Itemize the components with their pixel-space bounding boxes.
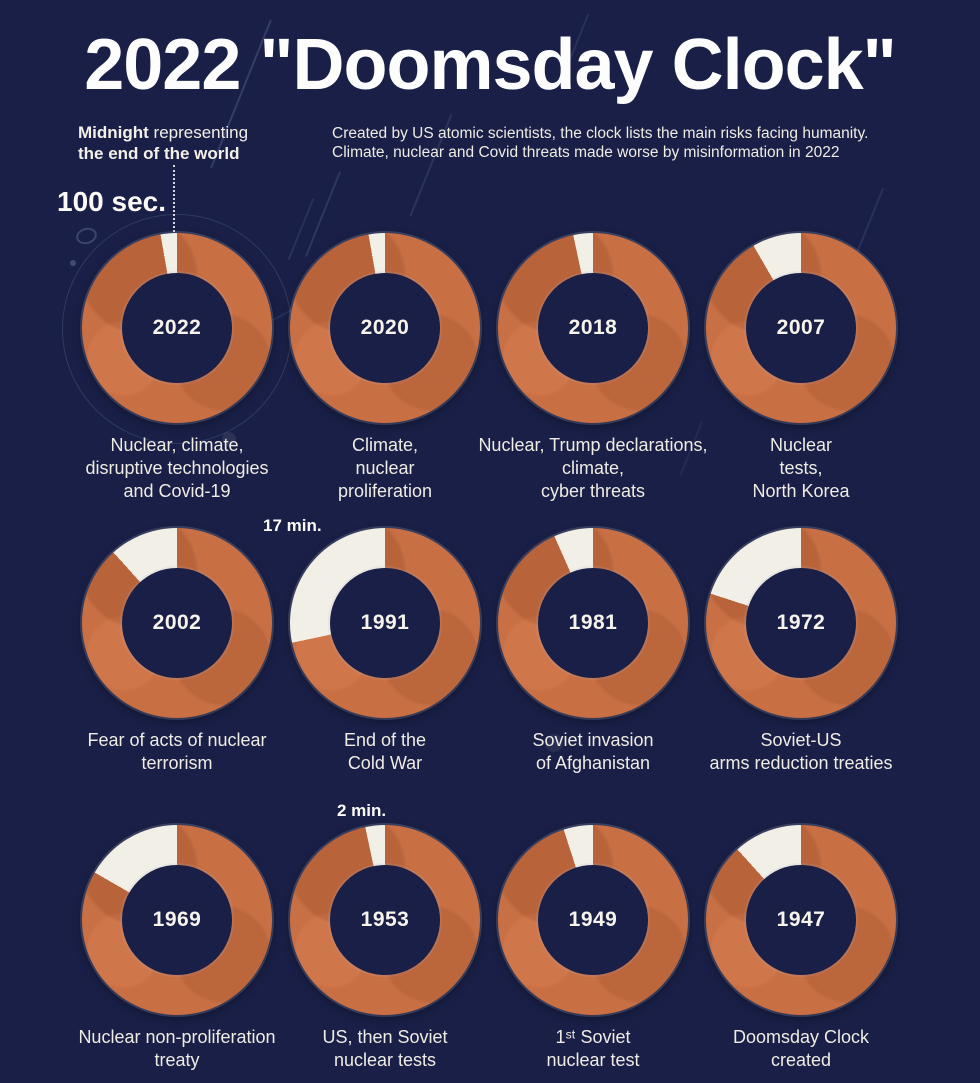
donut-hole: 1969 (122, 865, 232, 975)
clock-cell-2007: 2007 Nuclear tests, North Korea (697, 233, 905, 503)
subtitle-midnight-note: Midnight representing the end of the wor… (78, 122, 248, 164)
clock-caption: 1ˢᵗ Soviet nuclear test (546, 1027, 640, 1070)
donut-chart-1972: 1972 (706, 528, 896, 718)
subtitle-description-line2: Climate, nuclear and Covid threats made … (332, 144, 840, 161)
subtitle-description: Created by US atomic scientists, the clo… (332, 124, 868, 162)
clock-caption: Soviet invasion of Afghanistan (532, 730, 654, 773)
decor-dot (545, 734, 563, 752)
year-label: 2002 (152, 611, 202, 634)
year-label: 1991 (360, 611, 410, 634)
clock-caption: Fear of acts of nuclear terrorism (87, 730, 267, 773)
donut-hole: 2002 (122, 568, 232, 678)
donut-hole: 2020 (330, 273, 440, 383)
donut-chart-1969: 1969 (82, 825, 272, 1015)
clock-row-1: 2022 Nuclear, climate, disruptive techno… (73, 233, 905, 503)
year-label: 1969 (152, 908, 202, 931)
clock-cell-2020: 2020 Climate, nuclear proliferation (281, 233, 489, 503)
clock-row-3: 1969 Nuclear non-proliferation treaty 2 … (73, 801, 905, 1072)
clock-caption: Nuclear tests, North Korea (752, 435, 850, 501)
subtitle-midnight-line1: Midnight representing (78, 123, 249, 142)
donut-hole: 1949 (538, 865, 648, 975)
donut-hole: 2018 (538, 273, 648, 383)
donut-chart-2018: 2018 (498, 233, 688, 423)
donut-hole: 2007 (746, 273, 856, 383)
donut-hole: 2022 (122, 273, 232, 383)
donut-hole: 1991 (330, 568, 440, 678)
clock-cell-2022: 2022 Nuclear, climate, disruptive techno… (73, 233, 281, 503)
donut-chart-2007: 2007 (706, 233, 896, 423)
year-label: 2007 (776, 316, 826, 339)
time-annotation-17min: 17 min. (263, 516, 322, 535)
donut-chart-1953: 1953 (290, 825, 480, 1015)
clock-caption: Nuclear non-proliferation treaty (78, 1027, 276, 1070)
clock-caption: US, then Soviet nuclear tests (322, 1027, 448, 1070)
clock-row-2: 2002 Fear of acts of nuclear terrorism 1… (73, 516, 905, 775)
year-label: 1949 (568, 908, 618, 931)
donut-hole: 1981 (538, 568, 648, 678)
clock-caption: Climate, nuclear proliferation (337, 435, 433, 501)
time-annotation-100sec: 100 sec. (57, 186, 166, 217)
donut-chart-2020: 2020 (290, 233, 480, 423)
donut-chart-1947: 1947 (706, 825, 896, 1015)
clock-cell-1953: 2 min. 1953 US, then Soviet nuclear test… (281, 801, 489, 1072)
year-label: 1972 (776, 611, 826, 634)
year-label: 1981 (568, 611, 618, 634)
year-label: 1947 (776, 908, 826, 931)
clock-caption: Nuclear, Trump declarations, climate, cy… (478, 435, 708, 501)
donut-chart-1981: 1981 (498, 528, 688, 718)
donut-hole: 1972 (746, 568, 856, 678)
page-title: 2022 "Doomsday Clock" (84, 25, 897, 105)
donut-chart-1991: 1991 (290, 528, 480, 718)
donut-chart-1949: 1949 (498, 825, 688, 1015)
clock-cell-2018: 2018 Nuclear, Trump declarations, climat… (478, 233, 708, 503)
clock-cell-1947: 1947 Doomsday Clock created (697, 825, 905, 1072)
year-label: 2018 (568, 316, 618, 339)
year-label: 1953 (360, 908, 410, 931)
clock-cell-1949: 1949 1ˢᵗ Soviet nuclear test (489, 825, 697, 1072)
donut-chart-2002: 2002 (82, 528, 272, 718)
dotted-leader-line (173, 165, 175, 232)
subtitle-midnight-line2: the end of the world (78, 144, 240, 163)
clock-cell-1972: 1972 Soviet-US arms reduction treaties (697, 528, 905, 775)
time-annotation-2min: 2 min. (337, 801, 387, 820)
donut-hole: 1947 (746, 865, 856, 975)
clock-cell-1969: 1969 Nuclear non-proliferation treaty (73, 825, 281, 1072)
clock-caption: Doomsday Clock created (732, 1027, 870, 1070)
decor-dot (222, 432, 236, 446)
subtitle-description-line1: Created by US atomic scientists, the clo… (332, 125, 869, 142)
clock-caption: End of the Cold War (343, 730, 427, 773)
clock-cell-1981: 1981 Soviet invasion of Afghanistan (489, 528, 697, 775)
year-label: 2022 (152, 316, 202, 339)
year-label: 2020 (360, 316, 410, 339)
clock-cell-1991: 17 min. 1991 End of the Cold War (263, 516, 489, 775)
clock-caption: Nuclear, climate, disruptive technologie… (85, 435, 269, 501)
clock-caption: Soviet-US arms reduction treaties (709, 730, 893, 773)
donut-chart-2022: 2022 (82, 233, 272, 423)
clock-cell-2002: 2002 Fear of acts of nuclear terrorism (73, 528, 281, 775)
decor-dot (70, 260, 76, 266)
donut-hole: 1953 (330, 865, 440, 975)
